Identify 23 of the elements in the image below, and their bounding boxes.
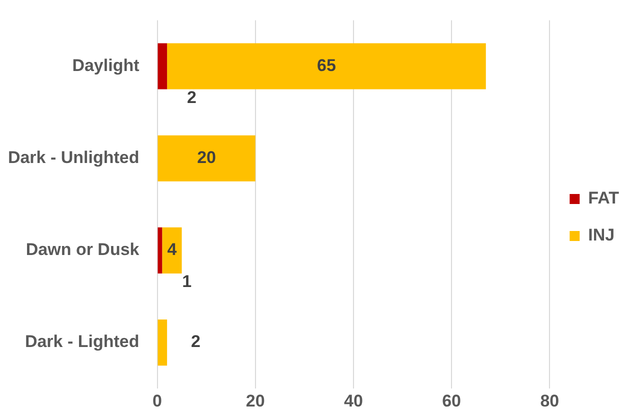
bar	[158, 43, 168, 90]
x-tick-label: 20	[246, 391, 265, 410]
data-label: 20	[197, 148, 216, 168]
x-tick-label: 40	[344, 391, 363, 410]
data-label: 2	[187, 88, 197, 107]
data-label: 4	[167, 240, 178, 260]
data-label: 65	[317, 56, 336, 75]
y-tick-label: Dark - Unlighted	[8, 148, 140, 168]
y-tick-label: Dawn or Dusk	[26, 240, 140, 260]
bar	[162, 227, 182, 274]
data-label: 2	[191, 332, 201, 352]
x-tick-label: 60	[442, 391, 462, 410]
x-tick-label: 0	[152, 391, 162, 410]
bar	[158, 320, 168, 366]
y-tick-label: Daylight	[72, 56, 140, 75]
x-tick-label: 80	[540, 391, 560, 410]
y-tick-label: Dark - Lighted	[24, 332, 140, 352]
bar	[158, 227, 162, 274]
bar	[158, 135, 256, 182]
legend-label: INJ	[588, 226, 615, 245]
data-label: 1	[182, 272, 192, 292]
bar	[167, 43, 486, 90]
legend-label: FAT	[588, 188, 620, 208]
